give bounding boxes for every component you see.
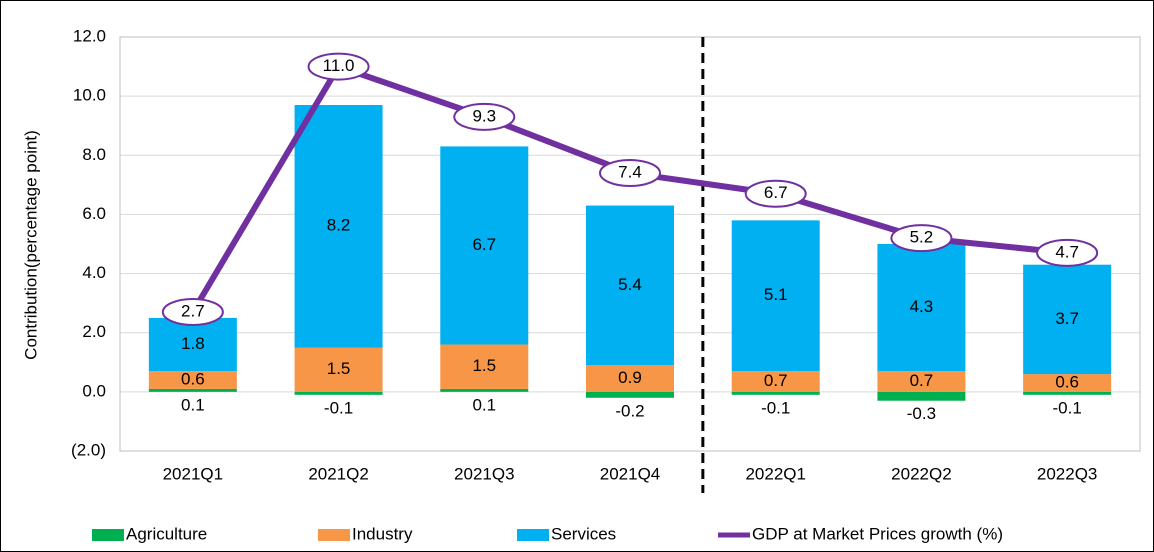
legend-label: Industry	[352, 524, 413, 543]
data-label: 0.9	[618, 368, 642, 387]
bar-segment	[731, 371, 820, 392]
y-tick-label: 4.0	[82, 263, 106, 282]
bar-segment	[877, 371, 966, 392]
data-label: 5.4	[618, 275, 642, 294]
legend-label: GDP at Market Prices growth (%)	[752, 524, 1003, 543]
data-label: 1.5	[472, 356, 496, 375]
bar-segment	[294, 347, 383, 392]
bar-segment	[1023, 374, 1112, 392]
data-label: 6.7	[472, 235, 496, 254]
bar-segment	[877, 244, 966, 372]
data-label: -0.3	[907, 404, 936, 423]
x-tick-label: 2022Q1	[745, 464, 806, 483]
plot-frame	[119, 36, 1141, 452]
data-label: 2.7	[181, 301, 205, 320]
y-tick-label: 0.0	[82, 381, 106, 400]
y-tick-label: (2.0)	[71, 440, 106, 459]
data-label: -0.1	[1052, 398, 1081, 417]
data-label: 8.2	[327, 216, 351, 235]
bar-segment	[586, 365, 674, 392]
y-axis-title: Contribution(percentage point)	[21, 130, 40, 360]
legend-swatch	[517, 529, 549, 541]
bar-segment	[731, 391, 820, 395]
data-label: 0.1	[181, 395, 205, 414]
x-tick-label: 2022Q2	[891, 464, 952, 483]
bar-segment	[440, 344, 529, 389]
data-label: 1.8	[181, 334, 205, 353]
legend-label: Agriculture	[126, 524, 207, 543]
data-label: 4.7	[1055, 242, 1079, 261]
label-bubble	[453, 102, 516, 131]
y-tick-label: 8.0	[82, 145, 106, 164]
x-tick-label: 2022Q3	[1037, 464, 1098, 483]
label-bubble	[599, 159, 661, 188]
x-tick-label: 2021Q2	[308, 464, 369, 483]
bar-segment	[1023, 264, 1112, 375]
data-label: 6.7	[764, 183, 788, 202]
bar-segment	[294, 105, 383, 348]
y-tick-label: 2.0	[82, 322, 106, 341]
data-label: 0.7	[910, 371, 934, 390]
bar-segment	[586, 391, 674, 398]
bar-segment	[440, 388, 529, 392]
x-tick-label: 2021Q4	[600, 464, 661, 483]
data-label: 1.5	[327, 359, 351, 378]
data-label: 0.6	[181, 370, 205, 389]
y-tick-label: 6.0	[82, 204, 106, 223]
bar-segment	[877, 391, 966, 401]
label-bubble	[307, 52, 370, 81]
data-label: 11.0	[323, 56, 355, 75]
data-label: 7.4	[618, 163, 642, 182]
bar-segment	[148, 371, 237, 389]
label-bubble	[1036, 238, 1099, 267]
label-bubble	[161, 298, 224, 327]
bar-segment	[731, 220, 820, 372]
bar-segment	[148, 388, 237, 392]
data-label: 9.3	[472, 106, 496, 125]
x-tick-label: 2021Q3	[454, 464, 515, 483]
y-tick-label: 10.0	[73, 86, 106, 105]
label-bubble	[890, 224, 953, 253]
bar-segment	[1023, 391, 1112, 395]
data-label: -0.1	[324, 398, 353, 417]
y-tick-label: 12.0	[73, 26, 106, 45]
data-label: -0.1	[761, 398, 790, 417]
legend-swatch	[318, 529, 350, 541]
legend-label: Services	[551, 524, 616, 543]
data-label: -0.2	[615, 401, 644, 420]
bar-segment	[294, 391, 383, 395]
x-tick-label: 2021Q1	[163, 464, 224, 483]
data-label: 5.1	[764, 285, 788, 304]
bar-segment	[148, 317, 237, 372]
data-label: 5.2	[910, 228, 934, 247]
data-label: 0.7	[764, 371, 788, 390]
data-label: 0.1	[472, 395, 496, 414]
legend-swatch	[92, 529, 124, 541]
bar-segment	[440, 146, 529, 345]
data-label: 3.7	[1055, 309, 1079, 328]
data-label: 0.6	[1055, 372, 1079, 391]
label-bubble	[744, 179, 807, 208]
bar-segment	[586, 205, 674, 366]
data-label: 4.3	[910, 297, 934, 316]
